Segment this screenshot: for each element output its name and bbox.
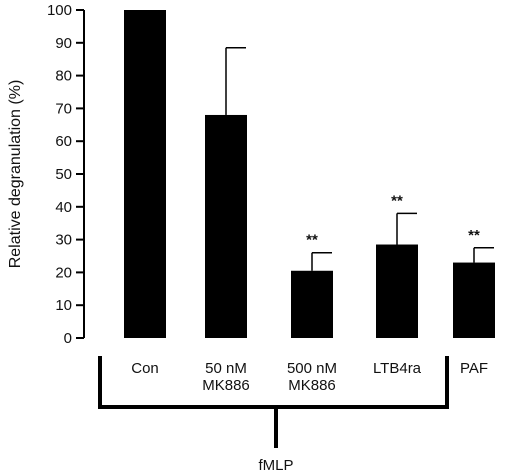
category-label: LTB4ra — [373, 360, 422, 377]
y-axis-label: Relative degranulation (%) — [7, 80, 24, 269]
fmlp-bracket — [98, 356, 449, 448]
y-tick-label: 90 — [55, 35, 72, 52]
y-tick-label: 60 — [55, 133, 72, 150]
y-tick-label: 20 — [55, 264, 72, 281]
y-tick-label: 10 — [55, 297, 72, 314]
y-tick-label: 50 — [55, 166, 72, 183]
bars — [124, 10, 495, 339]
y-tick-label: 0 — [64, 330, 72, 347]
bar — [291, 270, 333, 338]
y-axis: 0 10 20 30 40 50 60 70 80 90 100 — [47, 2, 85, 347]
y-tick-label: 100 — [47, 2, 72, 19]
significance-markers: ** ** ** — [306, 192, 480, 248]
category-label-line2: MK886 — [202, 377, 250, 394]
bar — [205, 114, 247, 339]
y-tick-label: 70 — [55, 100, 72, 117]
category-label: Con — [131, 360, 159, 377]
y-tick-label: 40 — [55, 199, 72, 216]
significance-marker: ** — [306, 232, 318, 249]
y-tick-label: 80 — [55, 68, 72, 85]
category-label: PAF — [460, 360, 488, 377]
bar — [376, 244, 418, 338]
bar — [453, 262, 495, 338]
y-tick-label: 30 — [55, 232, 72, 249]
significance-marker: ** — [391, 192, 403, 209]
category-label: 50 nM — [205, 360, 247, 377]
bar — [124, 10, 166, 338]
category-label: 500 nM — [287, 360, 337, 377]
error-bars — [225, 46, 494, 271]
significance-marker: ** — [468, 227, 480, 244]
group-label-fmlp: fMLP — [258, 457, 293, 474]
category-label-line2: MK886 — [288, 377, 336, 394]
